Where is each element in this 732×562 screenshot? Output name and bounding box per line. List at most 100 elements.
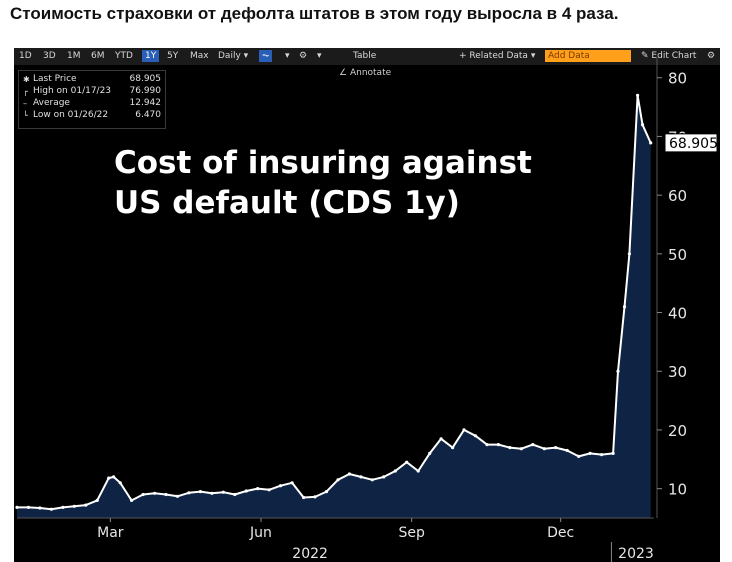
- data-point: [439, 437, 443, 441]
- overlay-title: Cost of insuring against US default (CDS…: [114, 143, 584, 223]
- data-point: [508, 446, 512, 450]
- period-max-button[interactable]: Max: [190, 51, 209, 61]
- data-point: [485, 443, 489, 447]
- legend-value: 6.470: [135, 110, 161, 120]
- period-3d-button[interactable]: 3D: [43, 51, 56, 61]
- edit-chart-button[interactable]: ✎ Edit Chart: [638, 50, 699, 62]
- legend-row-last-price: ✱ Last Price 68.905: [23, 74, 161, 85]
- data-point: [370, 478, 374, 482]
- legend-row-high: ┌ High on 01/17/23 76.990: [23, 86, 161, 97]
- data-point: [290, 481, 294, 485]
- data-point: [428, 451, 432, 455]
- data-point: [336, 478, 340, 482]
- legend-row-average: – Average 12.942: [23, 98, 161, 109]
- x-tick-label: Jun: [249, 525, 272, 541]
- data-point: [95, 498, 99, 502]
- chart-type-dropdown-icon[interactable]: ▾: [285, 51, 290, 61]
- series-area-fill: [17, 95, 651, 519]
- data-point: [640, 123, 645, 127]
- data-point: [130, 498, 134, 502]
- period-ytd-button[interactable]: YTD: [115, 51, 133, 61]
- chart-toolbar: 1D 3D 1M 6M YTD 1Y 5Y Max Daily ▾ ⏦ ▾ ⚙ …: [14, 48, 720, 65]
- bracket-marker-icon: └: [23, 111, 28, 120]
- legend-row-low: └ Low on 01/26/22 6.470: [23, 110, 161, 121]
- data-point: [622, 305, 627, 309]
- data-point: [26, 505, 31, 509]
- period-1y-button[interactable]: 1Y: [142, 50, 160, 62]
- overlay-title-line-2: US default (CDS 1y): [114, 185, 460, 221]
- x-year-label: 2022: [292, 546, 328, 562]
- edit-pencil-icon: ✎: [641, 51, 649, 61]
- data-point: [405, 460, 409, 464]
- legend-value: 76.990: [129, 86, 162, 96]
- pencil-icon: ∠: [339, 68, 348, 78]
- add-data-input[interactable]: Add Data: [545, 50, 631, 62]
- data-point: [72, 504, 76, 508]
- y-tick-label: 30: [668, 363, 687, 381]
- data-point: [198, 490, 202, 494]
- data-point: [627, 252, 632, 256]
- data-point: [153, 491, 157, 495]
- data-point: [611, 451, 615, 455]
- data-point: [256, 487, 260, 491]
- period-1m-button[interactable]: 1M: [67, 51, 81, 61]
- data-point: [462, 428, 466, 432]
- data-point: [38, 506, 42, 510]
- legend-label: Last Price: [33, 74, 77, 84]
- legend-value: 12.942: [129, 98, 162, 108]
- frequency-label: Daily: [218, 51, 241, 61]
- data-point: [49, 507, 54, 511]
- data-point: [107, 476, 111, 480]
- data-point: [187, 491, 191, 495]
- data-point: [302, 495, 306, 500]
- period-5y-button[interactable]: 5Y: [167, 51, 179, 61]
- related-data-label: + Related Data: [459, 51, 528, 61]
- last-price-label: 68.905: [669, 136, 718, 152]
- overlay-title-line-1: Cost of insuring against: [114, 145, 532, 181]
- data-point: [588, 451, 592, 455]
- data-point: [554, 446, 558, 450]
- article-headline: Стоимость страховки от дефолта штатов в …: [10, 4, 619, 23]
- y-tick-label: 50: [668, 246, 687, 264]
- data-point: [473, 434, 478, 438]
- settings-icon[interactable]: ⚙: [707, 51, 716, 61]
- chevron-down-icon: ▾: [530, 51, 536, 61]
- data-point: [636, 93, 640, 97]
- data-point: [164, 492, 168, 497]
- cds-chart: 1020304050607080MarJunSepDec2022202368.9…: [15, 58, 718, 562]
- data-point: [577, 454, 581, 458]
- y-tick-label: 10: [668, 481, 687, 499]
- data-point: [347, 472, 351, 476]
- line-chart-type-icon[interactable]: ⏦: [259, 50, 273, 62]
- settings-icon[interactable]: ⚙: [299, 51, 308, 61]
- x-tick-label: Dec: [547, 525, 574, 541]
- asterisk-marker-icon: ✱: [23, 75, 30, 84]
- bloomberg-chart-panel: 1D 3D 1M 6M YTD 1Y 5Y Max Daily ▾ ⏦ ▾ ⚙ …: [14, 48, 720, 562]
- y-tick-label: 20: [668, 422, 687, 440]
- annotate-button[interactable]: ∠ Annotate: [339, 68, 391, 78]
- period-1d-button[interactable]: 1D: [19, 51, 32, 61]
- x-tick-label: Mar: [97, 525, 124, 541]
- chevron-down-icon: ▾: [243, 51, 249, 61]
- data-point: [531, 443, 535, 447]
- y-tick-label: 40: [668, 305, 687, 323]
- legend-value: 68.905: [129, 74, 162, 84]
- data-point: [84, 503, 88, 507]
- data-point: [15, 505, 19, 509]
- data-point: [451, 446, 455, 450]
- edit-chart-label: Edit Chart: [651, 51, 697, 61]
- table-button[interactable]: Table: [353, 51, 377, 61]
- frequency-dropdown[interactable]: Daily ▾: [215, 50, 251, 62]
- related-data-dropdown[interactable]: + Related Data ▾: [456, 50, 538, 62]
- data-point: [118, 481, 122, 485]
- data-point: [496, 443, 500, 447]
- data-point: [221, 490, 225, 494]
- data-point: [600, 453, 604, 457]
- data-point: [565, 448, 569, 453]
- x-year-label: 2023: [618, 546, 654, 562]
- bracket-marker-icon: ┌: [23, 87, 28, 96]
- period-6m-button[interactable]: 6M: [91, 51, 105, 61]
- data-point: [416, 469, 420, 473]
- data-point: [175, 494, 180, 498]
- options-dropdown-icon[interactable]: ▾: [317, 51, 322, 61]
